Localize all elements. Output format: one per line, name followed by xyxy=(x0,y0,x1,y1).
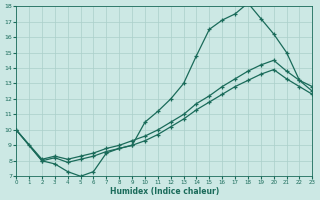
X-axis label: Humidex (Indice chaleur): Humidex (Indice chaleur) xyxy=(110,187,219,196)
